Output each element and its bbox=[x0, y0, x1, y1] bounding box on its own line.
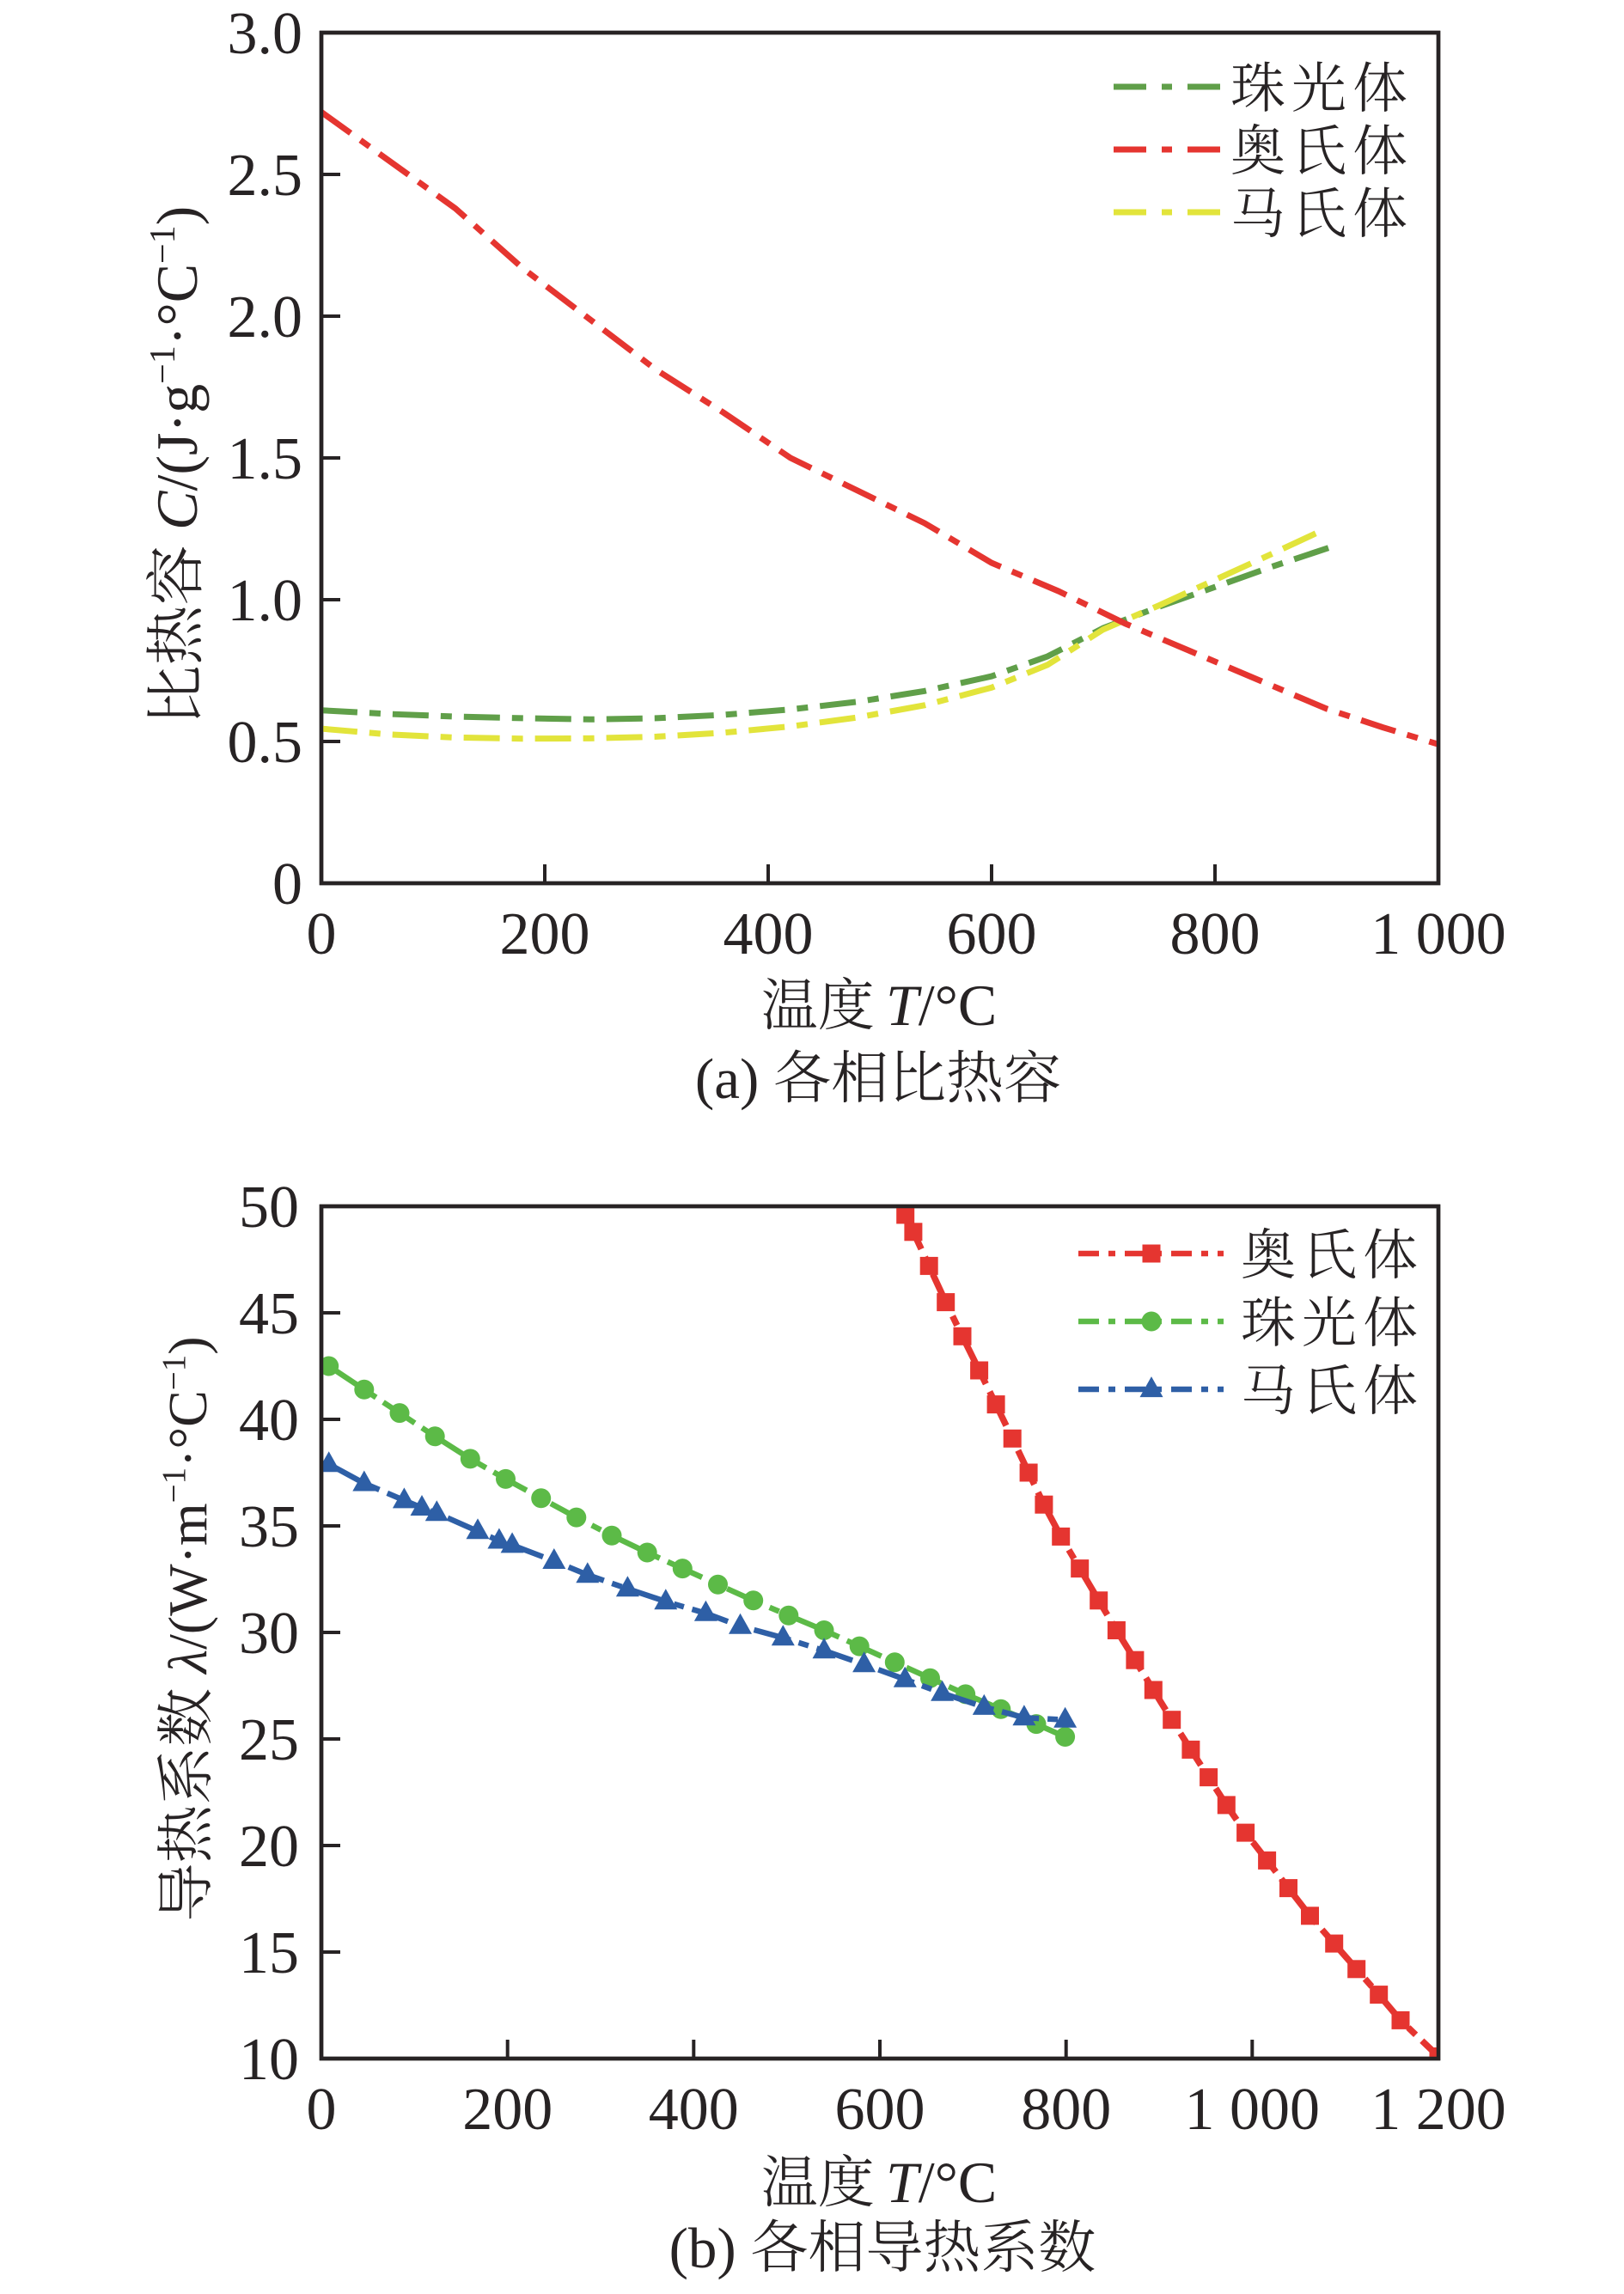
svg-text:30: 30 bbox=[239, 1601, 299, 1667]
svg-text:C: C bbox=[144, 491, 210, 530]
svg-text:/: / bbox=[919, 973, 935, 1038]
svg-text:1 000: 1 000 bbox=[1185, 2077, 1321, 2143]
svg-text:40: 40 bbox=[239, 1388, 299, 1454]
svg-text:(a): (a) bbox=[695, 1047, 759, 1111]
svg-text:800: 800 bbox=[1170, 901, 1261, 967]
svg-text:0.5: 0.5 bbox=[228, 710, 303, 776]
svg-text:°C: °C bbox=[935, 2150, 998, 2215]
svg-text:600: 600 bbox=[835, 2077, 925, 2143]
svg-text:T: T bbox=[886, 2150, 922, 2215]
svg-text:35: 35 bbox=[239, 1494, 299, 1560]
svg-text:): ) bbox=[144, 206, 210, 226]
svg-text:3.0: 3.0 bbox=[228, 1, 303, 67]
svg-text:−1: −1 bbox=[156, 1467, 192, 1504]
svg-text:400: 400 bbox=[649, 2077, 739, 2143]
svg-text:0: 0 bbox=[307, 901, 337, 967]
svg-text:45: 45 bbox=[239, 1281, 299, 1347]
svg-text:−1: −1 bbox=[156, 1355, 192, 1391]
svg-text:0: 0 bbox=[272, 851, 302, 918]
svg-text:T: T bbox=[886, 973, 922, 1038]
svg-text:25: 25 bbox=[239, 1707, 299, 1773]
svg-text:/(W·m: /(W·m bbox=[157, 1503, 218, 1650]
svg-text:·: · bbox=[144, 326, 210, 346]
svg-text:1 200: 1 200 bbox=[1371, 2077, 1506, 2143]
svg-text:2.0: 2.0 bbox=[228, 284, 303, 351]
svg-text:−1: −1 bbox=[143, 225, 183, 264]
svg-text:λ: λ bbox=[157, 1650, 218, 1675]
svg-text:1 000: 1 000 bbox=[1371, 901, 1506, 967]
svg-text:°C: °C bbox=[157, 1390, 218, 1449]
svg-text:1.5: 1.5 bbox=[228, 426, 303, 492]
svg-text:0: 0 bbox=[307, 2077, 337, 2143]
svg-text:2.5: 2.5 bbox=[228, 143, 303, 209]
svg-text:°C: °C bbox=[144, 264, 210, 326]
svg-text:°C: °C bbox=[935, 973, 998, 1038]
svg-text:/(J·g: /(J·g bbox=[144, 384, 210, 491]
svg-text:·: · bbox=[157, 1449, 218, 1467]
svg-text:15: 15 bbox=[239, 1920, 299, 1986]
svg-text:−1: −1 bbox=[143, 345, 183, 384]
svg-text:600: 600 bbox=[947, 901, 1037, 967]
svg-text:/: / bbox=[919, 2150, 935, 2215]
svg-text:10: 10 bbox=[239, 2027, 299, 2093]
svg-text:200: 200 bbox=[500, 901, 590, 967]
svg-text:400: 400 bbox=[723, 901, 814, 967]
svg-text:(b): (b) bbox=[669, 2217, 736, 2280]
svg-text:800: 800 bbox=[1021, 2077, 1111, 2143]
svg-text:50: 50 bbox=[239, 1174, 299, 1241]
svg-text:20: 20 bbox=[239, 1814, 299, 1880]
svg-text:1.0: 1.0 bbox=[228, 568, 303, 634]
svg-text:): ) bbox=[157, 1336, 218, 1354]
svg-text:200: 200 bbox=[462, 2077, 553, 2143]
